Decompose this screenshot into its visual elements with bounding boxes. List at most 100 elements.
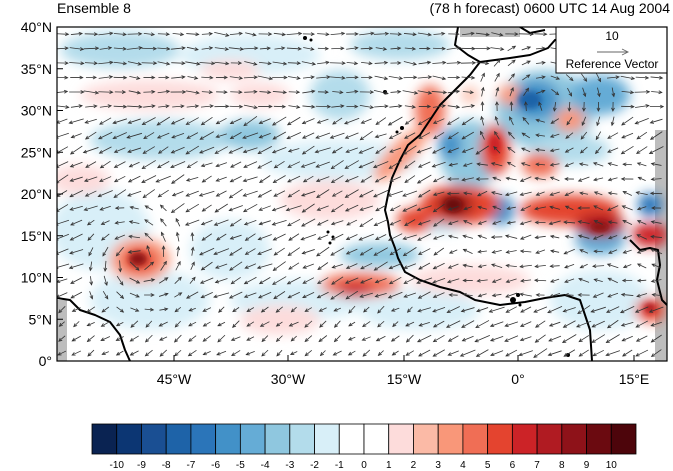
wind-vector-arrow bbox=[520, 162, 531, 167]
wind-vector-arrow bbox=[229, 175, 242, 183]
wind-vector-arrow bbox=[144, 349, 153, 357]
wind-vector-arrow bbox=[184, 219, 200, 226]
wind-vector-arrow bbox=[534, 206, 547, 211]
wind-vector-arrow bbox=[286, 31, 303, 36]
wind-vector-arrow bbox=[476, 278, 488, 283]
wind-vector-arrow bbox=[199, 131, 214, 140]
wind-vector-arrow bbox=[228, 47, 245, 51]
wind-vector-arrow bbox=[69, 145, 83, 155]
wind-vector-arrow bbox=[159, 349, 168, 357]
wind-vector-arrow bbox=[98, 31, 114, 36]
wind-vector-arrow bbox=[287, 218, 301, 227]
wind-vector-arrow bbox=[243, 276, 257, 285]
wind-vector-arrow bbox=[113, 161, 126, 168]
wind-vector-arrow bbox=[300, 233, 316, 241]
wind-vector-arrow bbox=[549, 293, 561, 298]
wind-vector-arrow bbox=[85, 104, 98, 109]
wind-vector-arrow bbox=[215, 190, 227, 197]
wind-vector-arrow bbox=[217, 334, 226, 343]
wind-vector-arrow bbox=[475, 46, 491, 51]
wind-vector-arrow bbox=[509, 86, 514, 97]
wind-vector-arrow bbox=[390, 61, 402, 65]
wind-vector-arrow bbox=[287, 247, 301, 256]
wind-vector-arrow bbox=[69, 205, 83, 211]
wind-vector-arrow bbox=[580, 131, 588, 140]
wind-vector-arrow bbox=[591, 320, 605, 328]
wind-vector-arrow bbox=[228, 146, 243, 154]
wind-vector-arrow bbox=[552, 101, 557, 112]
wind-vector-arrow bbox=[189, 276, 196, 284]
latitude-tick-label: 10°N bbox=[21, 270, 52, 286]
wind-vector-arrow bbox=[213, 292, 230, 299]
wind-vector-arrow bbox=[257, 160, 273, 169]
colorbar-label: -7 bbox=[186, 460, 195, 471]
wind-vector-arrow bbox=[57, 292, 68, 298]
wind-vector-arrow bbox=[505, 306, 517, 313]
wind-vector-arrow bbox=[402, 190, 418, 197]
wind-vector-arrow bbox=[651, 292, 661, 297]
wind-vector-arrow bbox=[521, 132, 531, 139]
wind-vector-arrow bbox=[229, 31, 243, 36]
wind-vector-arrow bbox=[57, 75, 69, 80]
wind-vector-arrow bbox=[495, 101, 499, 112]
wind-vector-arrow bbox=[317, 46, 330, 51]
wind-vector-arrow bbox=[259, 321, 270, 327]
wind-vector-arrow bbox=[127, 31, 143, 36]
wind-vector-arrow bbox=[549, 176, 560, 182]
wind-vector-arrow bbox=[564, 205, 574, 211]
wind-vector-arrow bbox=[506, 220, 516, 225]
wind-vector-arrow bbox=[246, 321, 255, 327]
wind-vector-arrow bbox=[448, 32, 460, 36]
wind-vector-arrow bbox=[289, 351, 298, 355]
wind-vector-arrow bbox=[389, 205, 401, 211]
wind-vector-arrow bbox=[214, 61, 230, 66]
colorbar-swatch bbox=[264, 423, 291, 455]
wind-vector-arrow bbox=[330, 233, 344, 241]
wind-vector-arrow bbox=[577, 305, 591, 315]
wind-vector-arrow bbox=[359, 247, 373, 256]
wind-vector-arrow bbox=[402, 90, 419, 95]
wind-vector-arrow bbox=[375, 146, 387, 154]
wind-vector-arrow bbox=[477, 205, 487, 210]
wind-vector-arrow bbox=[316, 291, 329, 299]
wind-vector-arrow bbox=[579, 146, 588, 154]
wind-vector-arrow bbox=[127, 46, 143, 50]
wind-vector-arrow bbox=[363, 306, 370, 313]
wind-vector-arrow bbox=[375, 117, 387, 125]
wind-vector-arrow bbox=[608, 249, 618, 254]
wind-vector-arrow bbox=[87, 233, 95, 241]
wind-vector-arrow bbox=[373, 247, 388, 256]
wind-vector-arrow bbox=[316, 75, 331, 80]
wind-vector-arrow bbox=[596, 73, 601, 83]
wind-vector-arrow bbox=[100, 220, 110, 225]
wind-vector-arrow bbox=[257, 189, 272, 198]
wind-vector-arrow bbox=[127, 147, 142, 153]
colorbar-swatch bbox=[338, 423, 365, 455]
wind-vector-arrow bbox=[345, 290, 359, 300]
wind-vector-arrow bbox=[173, 334, 182, 343]
wind-vector-arrow bbox=[650, 220, 662, 224]
wind-vector-arrow bbox=[146, 245, 152, 258]
colorbar-label: 3 bbox=[435, 460, 441, 471]
wind-vector-arrow bbox=[360, 118, 372, 124]
wind-vector-arrow bbox=[130, 307, 140, 312]
wind-vector-arrow bbox=[447, 206, 459, 211]
wind-vector-arrow bbox=[113, 32, 127, 37]
wind-vector-arrow bbox=[606, 205, 619, 211]
wind-vector-arrow bbox=[68, 118, 84, 125]
wind-vector-arrow bbox=[477, 293, 487, 298]
wind-vector-arrow bbox=[462, 191, 473, 196]
wind-vector-arrow bbox=[620, 75, 636, 81]
wind-vector-arrow bbox=[70, 75, 84, 80]
wind-vector-arrow bbox=[447, 220, 459, 225]
wind-vector-arrow bbox=[345, 248, 358, 255]
wind-vector-arrow bbox=[579, 263, 588, 269]
wind-vector-arrow bbox=[374, 75, 389, 81]
wind-vector-arrow bbox=[417, 32, 432, 37]
wind-vector-arrow bbox=[333, 320, 341, 328]
wind-vector-arrow bbox=[318, 335, 328, 343]
wind-vector-arrow bbox=[432, 146, 446, 154]
wind-vector-arrow bbox=[232, 307, 240, 313]
wind-vector-arrow bbox=[593, 205, 604, 211]
